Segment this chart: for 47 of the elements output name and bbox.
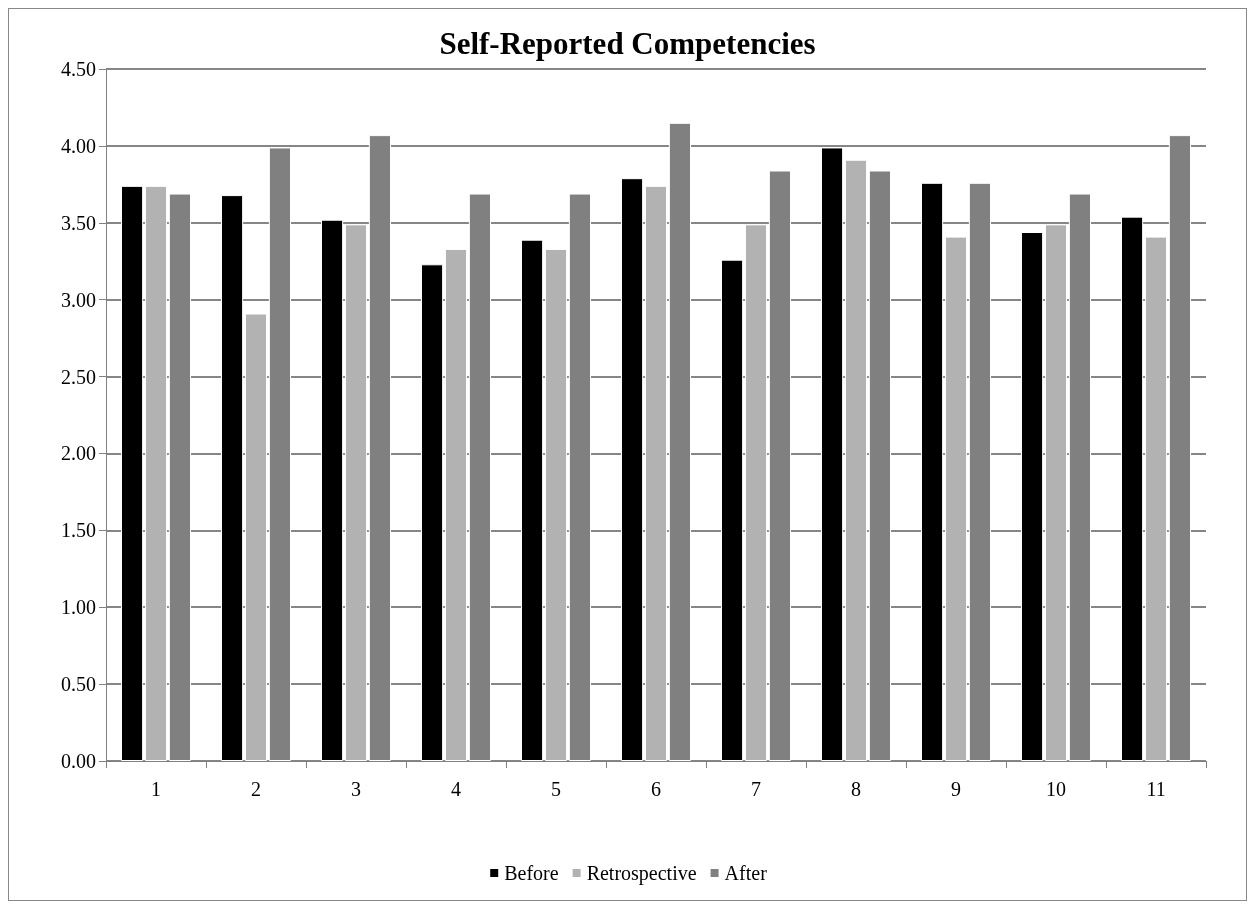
bar bbox=[921, 182, 944, 761]
x-tick-label: 2 bbox=[251, 778, 261, 800]
y-tick-label: 0.00 bbox=[61, 750, 96, 772]
bar bbox=[644, 185, 668, 761]
bar bbox=[721, 259, 744, 761]
bar bbox=[744, 224, 768, 761]
x-tick-label: 11 bbox=[1146, 778, 1166, 800]
x-tick-label: 7 bbox=[751, 778, 761, 800]
bar bbox=[421, 264, 444, 761]
legend-label: Before bbox=[504, 862, 559, 884]
y-tick-label: 2.50 bbox=[61, 365, 96, 388]
y-tick-label: 2.00 bbox=[61, 442, 96, 465]
bar bbox=[1044, 224, 1068, 761]
y-tick-label: 3.00 bbox=[61, 288, 96, 311]
x-tick-label: 3 bbox=[351, 778, 361, 800]
y-tick-label: 4.00 bbox=[61, 134, 96, 157]
bar bbox=[344, 224, 368, 761]
bar bbox=[544, 248, 568, 761]
x-tick-label: 8 bbox=[851, 778, 861, 800]
bar bbox=[1144, 236, 1168, 761]
bar bbox=[821, 147, 844, 761]
bar bbox=[221, 195, 244, 761]
x-tick-label: 4 bbox=[451, 778, 461, 800]
y-tick-label: 0.50 bbox=[61, 673, 96, 696]
x-tick-label: 1 bbox=[151, 778, 161, 800]
x-tick-label: 9 bbox=[951, 778, 961, 800]
bar bbox=[621, 178, 644, 761]
x-tick-label: 5 bbox=[551, 778, 561, 800]
y-tick-label: 4.50 bbox=[61, 58, 96, 80]
legend-label: After bbox=[724, 862, 768, 884]
bar bbox=[1121, 216, 1144, 761]
bar bbox=[321, 219, 344, 761]
x-tick-label: 10 bbox=[1046, 778, 1066, 800]
x-tick-label: 6 bbox=[651, 778, 661, 800]
y-tick-label: 3.50 bbox=[61, 211, 96, 234]
bar bbox=[144, 185, 168, 761]
legend-label: Retrospective bbox=[586, 862, 697, 885]
bar bbox=[521, 239, 544, 761]
bar bbox=[121, 185, 144, 761]
bar bbox=[244, 313, 268, 761]
chart-title: Self-Reported Competencies bbox=[439, 26, 816, 61]
bar bbox=[844, 159, 868, 761]
bar bbox=[944, 236, 968, 761]
y-tick-label: 1.00 bbox=[61, 596, 96, 619]
bar bbox=[444, 248, 468, 761]
bar bbox=[1021, 232, 1044, 761]
y-tick-label: 1.50 bbox=[61, 519, 96, 542]
